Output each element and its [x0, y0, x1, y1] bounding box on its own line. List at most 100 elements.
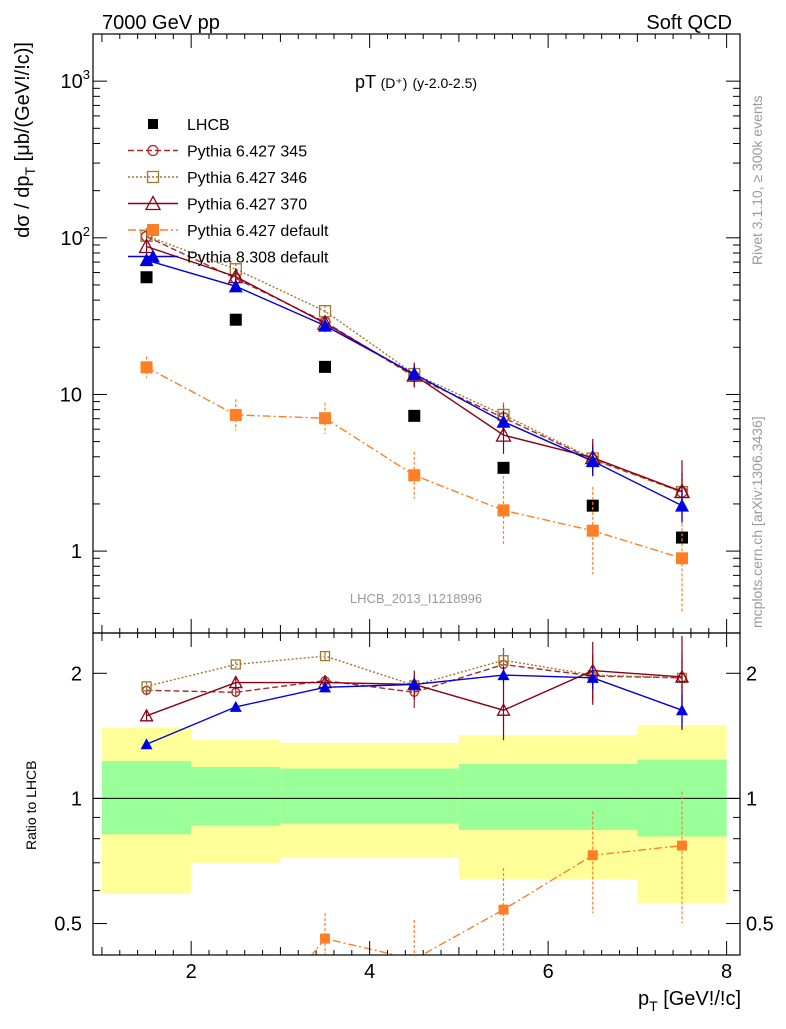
data-point	[140, 271, 153, 284]
series-0	[140, 271, 688, 544]
rivet-label: Rivet 3.1.10, ≥ 300k events	[749, 95, 765, 265]
data-point	[497, 504, 510, 517]
legend-entry-2: Pythia 6.427 346	[128, 170, 307, 187]
legend-label: Pythia 8.308 default	[187, 250, 329, 267]
ratio-point	[675, 704, 688, 716]
data-point	[139, 253, 154, 267]
band-inner-2	[280, 768, 459, 824]
legend-label: Pythia 6.427 345	[187, 144, 307, 161]
ratio-frame	[92, 632, 741, 956]
data-point	[228, 279, 243, 293]
ratio-point	[496, 702, 511, 716]
data-point	[407, 367, 422, 381]
ratio-y-tick-label-right: 1	[746, 788, 757, 810]
x-tick-label: 8	[721, 961, 732, 983]
ratio-point	[586, 671, 599, 683]
ratio-series-4	[140, 666, 688, 750]
xlabel-part: p	[638, 988, 649, 1010]
series-5	[139, 253, 689, 522]
data-point	[229, 313, 242, 326]
ratio-bands	[93, 725, 740, 904]
data-point	[319, 412, 332, 425]
ratio-point	[497, 669, 510, 681]
band-inner-0	[101, 761, 192, 835]
ratio-y-tick-label: 1	[71, 788, 82, 810]
ratio-point	[140, 738, 153, 750]
legend-entry-1: Pythia 6.427 345	[128, 144, 307, 161]
ratio-point	[498, 655, 509, 666]
main-ylabel: dσ / dpT [μb/(GeV!/!c)]	[12, 42, 38, 238]
ratio-point	[587, 850, 598, 861]
xlabel-unit: [GeV!/!c]	[658, 988, 741, 1010]
main-title-main: pT	[355, 72, 376, 92]
y-tick-label: 10	[60, 384, 82, 406]
ylabel-part: dσ / dp	[12, 175, 34, 237]
legend-entry-3: Pythia 6.427 370	[128, 195, 307, 214]
data-point	[408, 409, 421, 422]
main-title-rest: (y-2.0-2.5)	[412, 75, 477, 91]
plot-frames	[92, 33, 741, 956]
data-point	[585, 454, 600, 468]
legend: LHCB Pythia 6.427 345 Pythia 6.427 346 Pyth…	[128, 117, 329, 267]
ratio-plot-area	[139, 635, 690, 955]
data-point	[675, 552, 688, 565]
legend-marker	[146, 249, 160, 263]
band-inner-3	[458, 763, 638, 830]
data-point	[408, 469, 421, 482]
legend-marker	[147, 224, 159, 236]
y-tick-label: 102	[61, 224, 90, 250]
legend-entry-0: LHCB	[148, 117, 230, 134]
data-point	[675, 531, 688, 544]
ratio-ylabel: Ratio to LHCB	[23, 761, 39, 850]
legend-label: Pythia 6.427 default	[187, 223, 329, 240]
legend-marker	[144, 195, 162, 211]
data-point	[586, 524, 599, 537]
ratio-point	[141, 681, 152, 692]
ylabel-sub: T	[22, 166, 38, 175]
ratio-point	[319, 681, 332, 693]
x-tick-label: 4	[364, 961, 375, 983]
data-point	[229, 408, 242, 421]
ratio-point	[229, 700, 242, 712]
x-tick-label: 2	[186, 961, 197, 983]
y-tick-label: 1	[71, 541, 82, 563]
axis-ticks: 2 4 6 8 1 10 102 103 0.5 0.5 1 1 2 2	[54, 33, 774, 983]
header-right: Soft QCD	[646, 12, 732, 34]
data-point	[318, 318, 333, 332]
legend-label: Pythia 6.427 346	[187, 170, 307, 187]
data-point	[586, 499, 599, 512]
main-plot-area	[138, 227, 691, 614]
data-point	[140, 361, 153, 374]
ratio-point	[228, 675, 243, 689]
main-title: pT (D⁺) (y-2.0-2.5)	[355, 72, 477, 92]
data-point	[496, 414, 511, 428]
ratio-y-tick-label: 2	[71, 663, 82, 685]
main-title-sub: (D⁺)	[381, 75, 408, 91]
legend-label: LHCB	[187, 117, 230, 134]
ratio-point	[139, 708, 154, 722]
legend-marker	[147, 144, 159, 157]
ratio-y-tick-label: 0.5	[54, 914, 82, 936]
mcplots-label: mcplots.cern.ch [arXiv:1306.3436]	[749, 416, 765, 628]
ratio-point	[676, 840, 687, 851]
x-axis-label: pT [GeV!/!c]	[638, 988, 741, 1014]
ratio-point	[674, 669, 690, 683]
legend-marker	[146, 170, 160, 184]
ratio-point	[408, 678, 421, 690]
data-point	[138, 238, 155, 254]
data-point	[319, 360, 332, 373]
header-left: 7000 GeV pp	[102, 12, 220, 34]
xlabel-sub: T	[649, 998, 658, 1014]
ratio-point	[319, 650, 331, 662]
data-point	[497, 461, 510, 474]
y-tick-label: 103	[61, 67, 90, 93]
x-tick-label: 6	[543, 961, 554, 983]
ratio-point	[230, 659, 241, 670]
band-inner-1	[191, 767, 281, 826]
legend-entry-5: Pythia 8.308 default	[128, 249, 329, 267]
data-point	[495, 426, 512, 442]
legend-marker	[148, 119, 158, 129]
ratio-point	[320, 933, 331, 944]
data-point	[674, 498, 689, 512]
